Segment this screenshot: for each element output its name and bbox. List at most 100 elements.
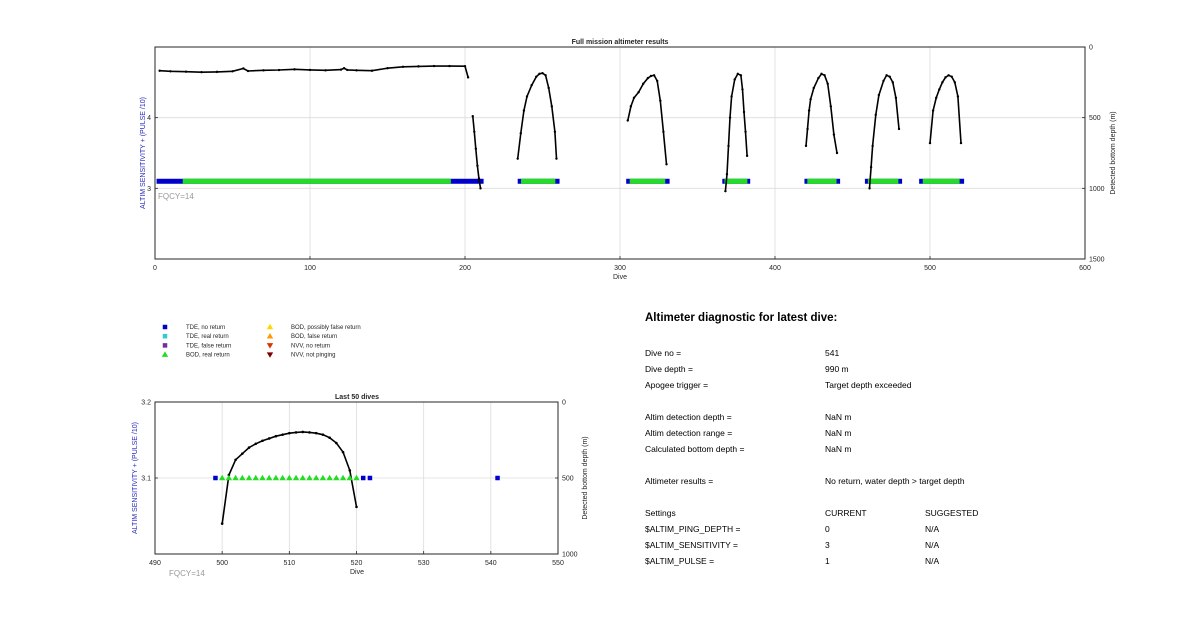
depth-point [874, 113, 877, 117]
bod-real-return-marker [245, 474, 253, 481]
x-tick-label: 520 [351, 560, 363, 567]
depth-point [637, 91, 640, 94]
depth-point [386, 67, 389, 70]
bod-real-return-band [867, 178, 899, 184]
depth-point [823, 74, 826, 77]
depth-point [262, 69, 265, 72]
setting-current: 1 [825, 556, 830, 566]
chart2-ylabel: ALTIM SENSITIVITY + (PULSE /10) [132, 422, 139, 534]
depth-point [254, 442, 258, 446]
y2-tick-label: 1000 [562, 552, 578, 559]
depth-point [355, 505, 358, 509]
chart1-y2-ticks: 0 500 1000 1500 [1082, 45, 1105, 264]
y2-tick-label: 0 [1089, 45, 1093, 52]
depth-series-line [472, 116, 482, 189]
bod-real-return-band [182, 178, 451, 184]
results-value: No return, water depth > target depth [825, 476, 965, 486]
bod-real-return-band [807, 178, 837, 184]
legend-triangle-marker [266, 333, 274, 339]
x-tick-label: 600 [1079, 265, 1091, 272]
depth-point [471, 115, 474, 118]
depth-point [835, 151, 839, 155]
tde-no-return-marker [213, 475, 218, 481]
depth-point [741, 88, 744, 91]
diagnostic-title: Altimeter diagnostic for latest dive: [645, 312, 838, 324]
bod-real-return-marker [292, 474, 300, 481]
depth-point [463, 65, 467, 68]
y2-tick-label: 0 [562, 400, 566, 407]
full-mission-chart: Full mission altimeter results 0 100 200 30… [140, 39, 1117, 281]
chart1-depth-lines [158, 64, 963, 193]
legend-triangle-marker [266, 343, 274, 349]
bod-real-return-marker [232, 474, 239, 481]
setting-current: 0 [825, 524, 830, 534]
depth-point [274, 434, 278, 438]
x-tick-label: 100 [304, 265, 316, 272]
depth-point [629, 105, 633, 108]
legend-square-marker [162, 343, 168, 348]
depth-point [885, 74, 888, 77]
depth-point [525, 95, 529, 98]
dive-depth-value: 990 m [825, 364, 849, 374]
bod-real-return-marker [333, 474, 340, 481]
depth-point [477, 177, 481, 180]
chart2-xlabel: Dive [350, 569, 364, 576]
depth-point [328, 436, 331, 440]
chart1-title: Full mission altimeter results [572, 39, 669, 46]
x-tick-label: 540 [485, 560, 497, 567]
y-tick-label: 3.1 [141, 476, 151, 483]
depth-series-line [516, 72, 558, 159]
suggested-header: SUGGESTED [925, 508, 979, 518]
bod-real-return-marker [313, 474, 320, 481]
depth-point [727, 144, 730, 148]
detect-depth-label: Altim detection depth = [645, 412, 732, 422]
depth-series-line [805, 72, 838, 154]
bod-real-return-marker [299, 474, 306, 481]
depth-point [626, 119, 629, 122]
setting-name: $ALTIM_SENSITIVITY = [645, 540, 738, 550]
x-tick-label: 300 [614, 265, 626, 272]
depth-point [742, 110, 746, 114]
tde-no-return-marker [367, 475, 373, 481]
setting-suggested: N/A [925, 540, 940, 550]
depth-point [370, 69, 374, 72]
detect-range-value: NaN m [825, 428, 852, 438]
depth-point [812, 86, 815, 90]
chart1-y2label: Detected bottom depth (m) [1110, 111, 1117, 194]
depth-point [538, 72, 541, 76]
depth-point [158, 69, 161, 72]
legend-square-marker [162, 324, 168, 330]
tde-no-return-marker [495, 475, 500, 481]
depth-point [931, 109, 935, 112]
depth-point [346, 68, 349, 72]
depth-point [335, 441, 338, 445]
dive-depth-label: Dive depth = [645, 364, 693, 374]
y-tick-label: 4 [147, 115, 151, 122]
depth-point [649, 74, 653, 78]
depth-point [267, 437, 271, 440]
depth-point [541, 71, 544, 75]
x-tick-label: 490 [149, 560, 161, 567]
depth-point [956, 95, 960, 98]
chart2-x-ticks: 490 500 510 520 530 540 550 [149, 551, 564, 567]
depth-point [807, 109, 811, 112]
bod-real-return-band [521, 178, 556, 184]
depth-point [184, 70, 188, 73]
legend-triangle-marker [161, 351, 169, 357]
depth-point [646, 76, 650, 80]
chart1-setting-bands [156, 178, 965, 184]
depth-point [829, 105, 832, 108]
depth-point [339, 68, 343, 71]
y2-tick-label: 500 [562, 476, 574, 483]
depth-point [891, 81, 894, 84]
depth-point [342, 67, 346, 70]
apogee-value: Target depth exceeded [825, 380, 912, 390]
bod-real-return-marker [225, 474, 233, 481]
depth-point [652, 74, 656, 77]
bod-real-return-marker [326, 474, 333, 481]
x-tick-label: 0 [153, 265, 157, 272]
bod-real-return-marker [346, 474, 353, 481]
chart2-depth-line [220, 430, 358, 525]
depth-point [806, 127, 809, 131]
